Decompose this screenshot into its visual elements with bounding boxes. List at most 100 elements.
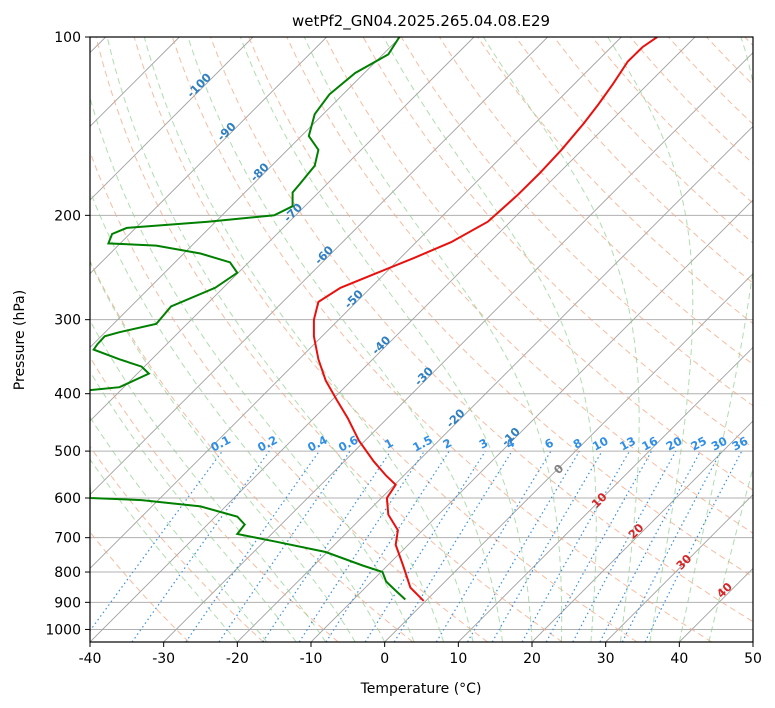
mixing-ratio-label: 13 [617,434,638,454]
dry-adiabat [171,37,712,642]
moist-adiabat [239,37,533,642]
dewpoint-profile-line [90,37,406,601]
y-tick-label: 400 [54,387,81,403]
y-tick-label: 900 [54,595,81,611]
moist-adiabat [90,260,356,642]
moist-adiabat-label: 10 [589,490,610,511]
moist-adiabat [678,37,753,642]
y-tick-label: 1000 [45,622,81,638]
isotherm-line [90,37,622,569]
mixing-ratio-line [466,450,580,642]
moist-adiabat [106,37,445,642]
isotherm-line [679,567,753,642]
moist-adiabat-label: 30 [673,551,694,572]
isotherm-label: -30 [411,364,436,389]
isotherm-label: -100 [184,70,214,100]
dry-adiabat [95,37,563,642]
mixing-ratio-label: 25 [688,434,709,454]
moist-adiabat [708,466,753,642]
mixing-ratio-line [599,450,702,642]
isotherm-line [384,273,753,642]
mixing-ratio-label: 6 [542,436,556,452]
dry-adiabat [248,37,753,578]
dry-adiabat [133,37,638,642]
moist-adiabat [607,37,694,642]
dry-adiabat [90,531,190,642]
moist-adiabat-label: 0 [551,461,567,477]
mixing-ratio-line [545,450,653,642]
x-tick-label: 0 [380,651,389,667]
moist-adiabat [187,37,503,642]
moist-adiabat [482,37,640,642]
y-tick-label: 500 [54,444,81,460]
mixing-ratio-line [572,450,677,642]
mixing-ratio-line [364,450,486,642]
isotherm-line [752,641,753,642]
isotherm-label: -50 [341,287,366,312]
x-tick-label: -30 [152,651,175,667]
isotherm-line [237,125,753,642]
mixing-ratio-label: 2 [441,435,455,451]
isotherm-line [90,37,254,201]
dry-adiabat [90,259,414,642]
temperature-profile-line [312,37,658,602]
mixing-ratio-line [185,450,320,642]
moist-adiabat [90,96,415,642]
x-tick-label: -40 [79,651,102,667]
isotherm-line [90,37,696,642]
dry-adiabat [286,37,753,534]
isotherm-label: -90 [214,119,239,144]
isotherm-label: -40 [369,333,394,358]
y-axis-label: Pressure (hPa) [12,290,28,390]
mixing-ratio-label: 8 [571,435,585,451]
x-tick-label: 10 [449,651,467,667]
isotherm-line [458,346,753,642]
y-tick-label: 300 [54,313,81,329]
plot-line-labels: 0.1 0.2 0.4 0.6 1 1.5 2 3 4 6 8 10 13 16 20 25 30 36-100-… [184,70,750,601]
isotherm-label: -10 [498,424,523,449]
y-tick-label: 600 [54,491,81,507]
x-tick-label: 20 [523,651,541,667]
mixing-ratio-label: 36 [730,434,751,454]
isotherm-line [531,420,753,642]
moist-adiabat [90,189,386,642]
dry-adiabat [90,150,488,642]
dry-adiabat [744,37,753,47]
dry-adiabat [438,37,753,366]
dry-adiabat [515,37,753,284]
mixing-ratio-line [435,450,552,642]
moist-adiabat-label: 20 [625,521,646,542]
mixing-ratio-line [644,450,743,642]
plot-background [90,37,753,642]
y-tick-label: 800 [54,565,81,581]
mixing-ratio-line [325,450,450,642]
x-tick-label: 50 [744,651,762,667]
plot-series [90,37,658,602]
moist-adiabat [90,370,297,642]
mixing-ratio-line [218,450,351,642]
mixing-ratio-label: 16 [639,434,660,454]
mixing-ratio-line [298,450,425,642]
moist-adiabat [90,319,327,642]
isotherm-line [90,37,327,275]
isotherm-label: -20 [443,406,468,431]
moist-adiabat [90,458,238,642]
isotherm-line [90,37,401,348]
plot-frame [89,36,754,643]
dry-adiabat [90,356,339,642]
moist-adiabat-label: 40 [714,580,735,601]
x-tick-label: 30 [597,651,615,667]
axes: -40 -30 -20 -10 0 10 20 30 40 5010020030040050060… [45,30,762,667]
mixing-ratio-label: 10 [590,434,611,454]
dry-adiabat [90,445,264,642]
dry-adiabat [553,37,753,244]
isotherm-line [90,37,475,422]
dry-adiabat [210,37,753,623]
x-tick-label: -10 [300,651,323,667]
mixing-ratio-line [131,450,270,642]
mixing-ratio-label: 20 [664,434,685,454]
mixing-ratio-line [521,450,631,642]
y-tick-label: 200 [54,208,81,224]
isotherm-line [163,52,753,642]
